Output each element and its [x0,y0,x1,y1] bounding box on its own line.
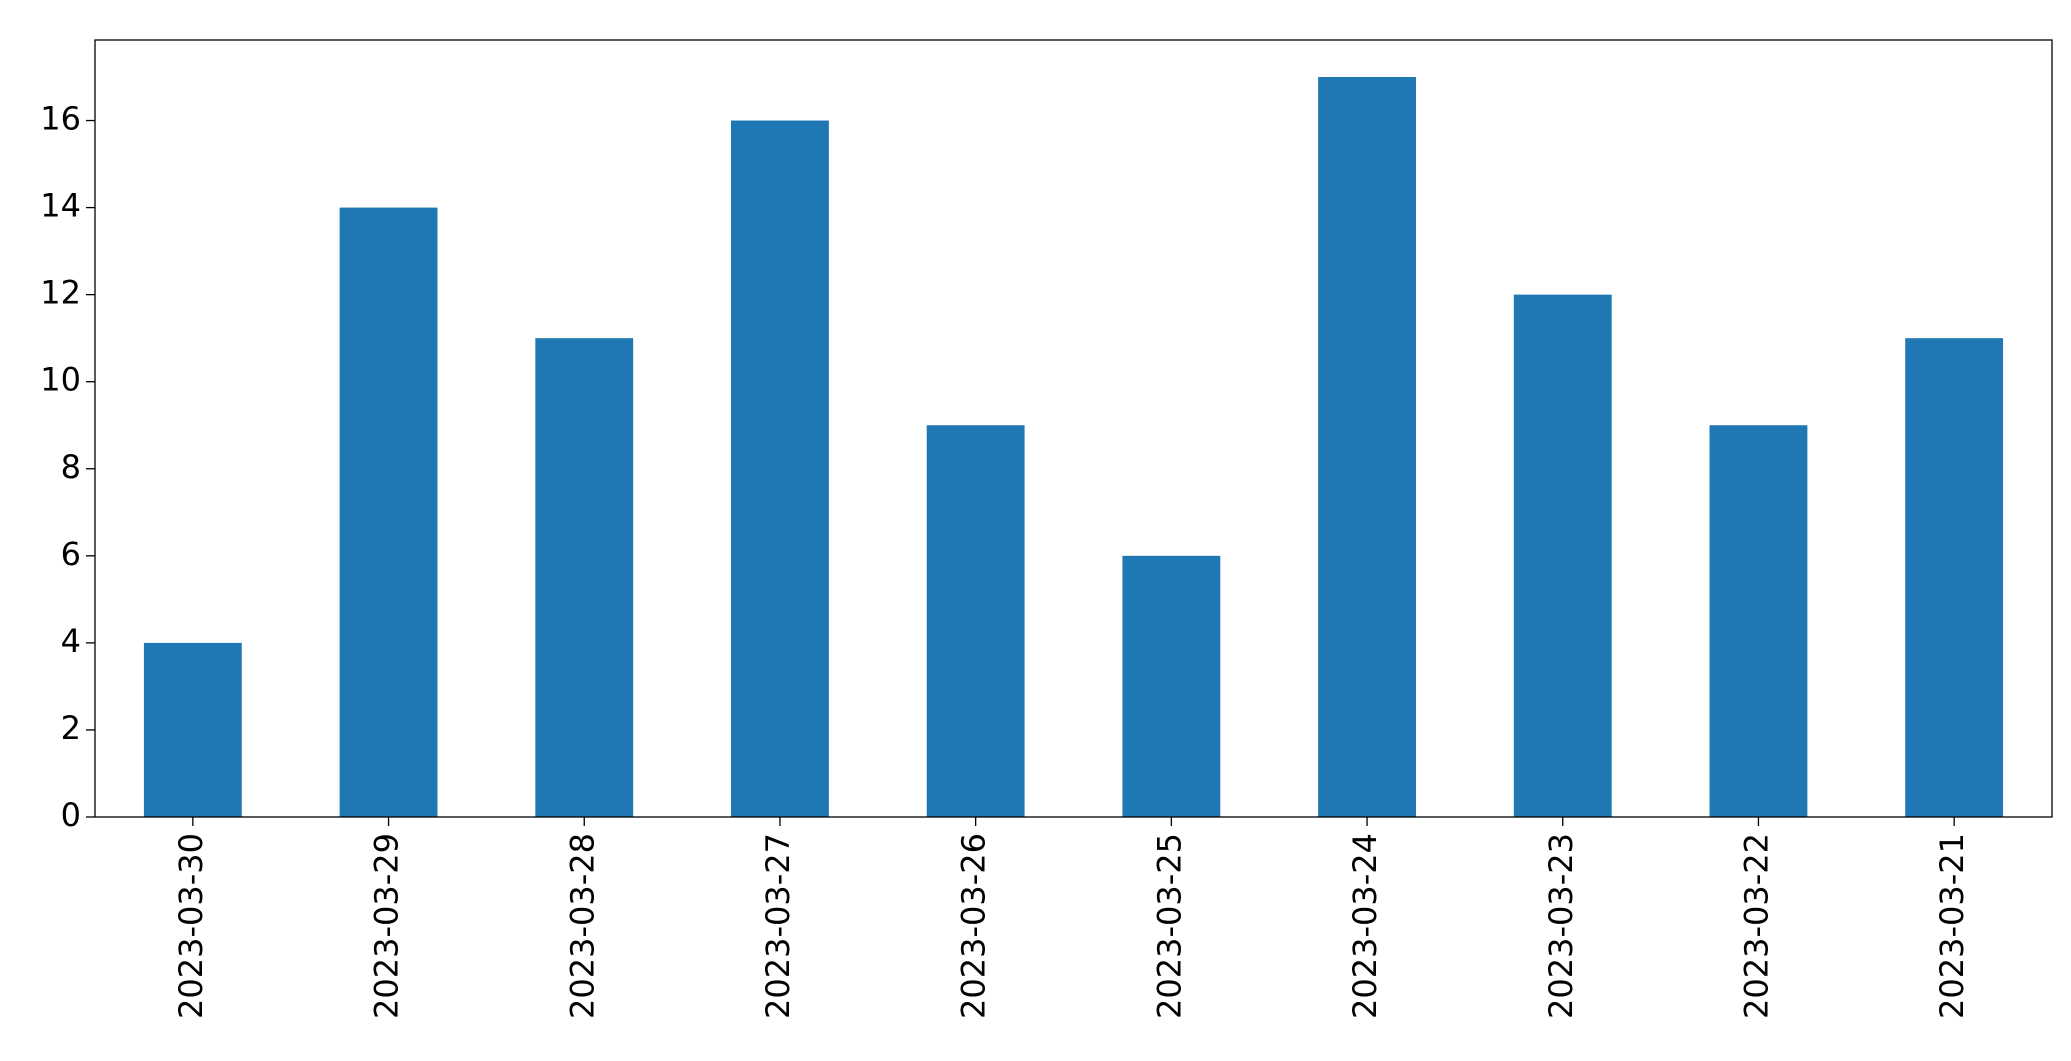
bar [1709,425,1808,817]
x-tick-label: 2023-03-23 [1542,833,1580,1019]
x-tick-label: 2023-03-24 [1346,833,1384,1019]
y-tick-label: 2 [61,709,81,747]
x-tick-label: 2023-03-28 [563,833,601,1019]
y-tick-label: 6 [61,535,81,573]
y-tick-label: 12 [40,274,81,312]
y-tick-label: 0 [61,796,81,834]
x-tick-label: 2023-03-29 [368,833,406,1019]
bar [1905,338,2004,817]
bar [731,120,829,817]
x-tick-label: 2023-03-26 [955,833,993,1019]
bar [339,207,438,817]
y-tick-label: 8 [61,448,81,486]
bar [535,338,634,817]
plot-frame [94,39,2053,818]
x-tick-label: 2023-03-22 [1737,833,1775,1019]
y-tick-label: 10 [40,361,81,399]
bar [1122,555,1221,817]
y-tick-label: 14 [40,187,81,225]
bar [143,642,242,817]
y-tick-label: 16 [40,100,81,138]
bar [926,425,1025,817]
x-tick-label: 2023-03-25 [1150,833,1188,1019]
x-tick-label: 2023-03-30 [172,833,210,1019]
x-tick-label: 2023-03-27 [759,833,797,1019]
bar [1513,294,1612,817]
bar [1318,77,1416,817]
x-tick-label: 2023-03-21 [1933,833,1971,1019]
y-tick-label: 4 [61,622,81,660]
